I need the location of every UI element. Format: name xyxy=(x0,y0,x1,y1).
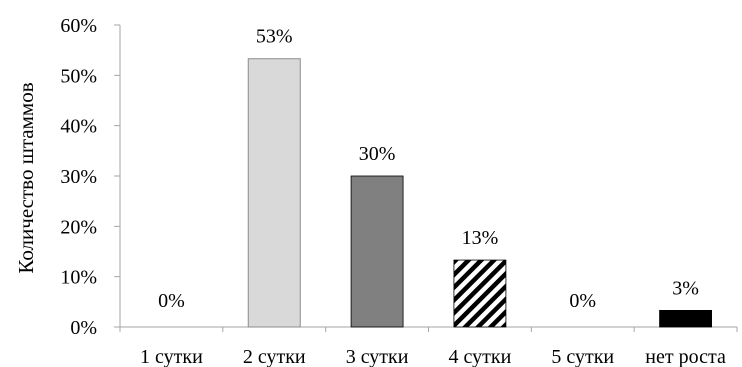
data-label: 13% xyxy=(462,227,499,249)
bar xyxy=(453,259,507,328)
y-axis-ticks: 0% 10% 20% 30% 40% 50% 60% xyxy=(60,15,120,339)
y-tick-label: 0% xyxy=(70,317,97,339)
data-label: 0% xyxy=(158,290,185,312)
x-category-label: 1 сутки xyxy=(140,346,203,367)
x-category-label: 2 сутки xyxy=(243,346,306,367)
x-category-label: нет роста xyxy=(645,346,726,367)
y-tick-label: 10% xyxy=(60,267,97,289)
y-tick-label: 20% xyxy=(60,216,97,238)
bars xyxy=(247,58,712,328)
x-category-label: 4 сутки xyxy=(449,346,512,367)
data-label: 0% xyxy=(569,290,596,312)
x-axis-categories: 1 сутки 2 сутки 3 сутки 4 сутки 5 сутки нет р… xyxy=(119,327,738,367)
y-tick-label: 30% xyxy=(60,166,97,188)
y-axis-label: Количество штаммов xyxy=(14,82,38,273)
data-labels: 0% 53% 30% 13% 0% 3% xyxy=(158,26,699,312)
data-label: 53% xyxy=(256,26,293,48)
bar xyxy=(247,58,301,328)
bar xyxy=(659,309,712,328)
x-category-label: 3 сутки xyxy=(346,346,409,367)
y-tick-label: 40% xyxy=(60,116,97,138)
data-label: 30% xyxy=(359,143,396,165)
x-category-label: 5 сутки xyxy=(551,346,614,367)
y-tick-label: 50% xyxy=(60,65,97,87)
y-tick-label: 60% xyxy=(60,15,97,37)
data-label: 3% xyxy=(672,277,699,299)
bar xyxy=(350,175,404,328)
